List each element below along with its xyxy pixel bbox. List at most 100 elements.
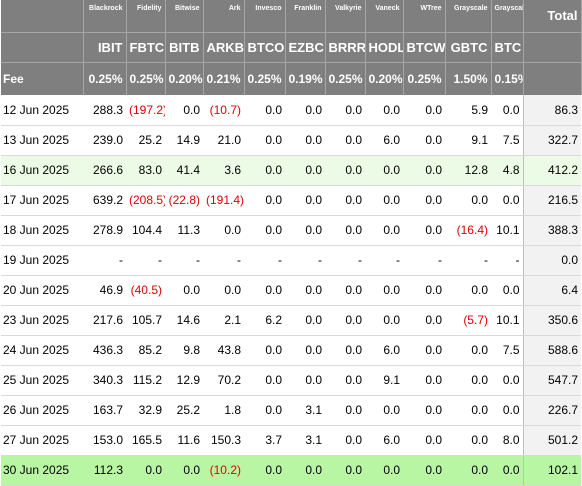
flow-cell: 0.0 [325,155,365,186]
flow-cell: (191.4) [203,185,244,216]
flow-cell: 239.0 [83,125,126,156]
flow-cell: 0.0 [365,215,403,246]
flow-cell: - [83,245,126,276]
date-cell: 16 Jun 2025 [1,155,83,186]
flow-cell: 0.0 [445,365,491,396]
total-cell: 6.4 [522,275,581,306]
ticker-header: HODL [365,31,404,62]
flow-cell: 0.0 [325,365,365,396]
issuer-header: Valkyrie [325,0,366,32]
flow-cell: 1.8 [203,395,244,426]
flow-cell: 0.0 [325,395,365,426]
flow-cell: 436.3 [83,335,126,366]
fee-cell: 0.25% [244,61,286,95]
table-row: 18 Jun 2025 278.9 104.4 11.3 0.0 0.0 0.0 0.0 0.0… [1,215,581,246]
date-cell: 18 Jun 2025 [1,215,83,246]
flow-cell: 0.0 [403,155,445,186]
fee-cell: 0.20% [165,61,204,95]
total-cell: 501.2 [522,425,581,456]
ticker-header: BTC [491,31,524,62]
table-row: 26 Jun 2025 163.7 32.9 25.2 1.8 0.0 3.1 0.0 0.0 0… [1,395,581,426]
flow-cell: 3.1 [285,395,325,426]
table-row: 19 Jun 2025- - - - - - - - - - -0.0 [1,245,581,276]
flow-cell: 340.3 [83,365,126,396]
table-row: 17 Jun 2025 639.2 (208.5) (22.8) (191.4) 0.0 0… [1,185,581,216]
flow-cell: 25.2 [165,395,203,426]
flow-cell: 0.0 [285,305,325,336]
flow-cell: 46.9 [83,275,126,306]
table-row: 12 Jun 2025 288.3 (197.2) 0.0 (10.7) 0.0 0.0 0.… [1,95,581,126]
date-cell: 30 Jun 2025 [1,455,83,486]
table-row: 27 Jun 2025 153.0 165.5 11.6 150.3 3.7 3.1 0.0 6… [1,425,581,456]
flow-cell: 8.0 [491,425,523,456]
flow-cell: 21.0 [203,125,244,156]
flow-cell: 0.0 [491,185,523,216]
issuer-header: Blackrock [83,0,127,32]
table-row: 25 Jun 2025 340.3 115.2 12.9 70.2 0.0 0.0 0.0 9.… [1,365,581,396]
flow-cell: 115.2 [126,365,165,396]
flow-cell: 153.0 [83,425,126,456]
flow-cell: 43.8 [203,335,244,366]
flow-cell: 0.0 [325,125,365,156]
issuer-header: WTree [403,0,446,32]
flow-cell: 0.0 [445,335,491,366]
flow-cell: (10.2) [203,455,244,486]
flow-cell: 0.0 [365,395,403,426]
table-row: 16 Jun 2025 266.6 83.0 41.4 3.6 0.0 0.0 0.0 0.0 0… [1,155,581,186]
flow-cell: - [126,245,165,276]
date-cell: 12 Jun 2025 [1,95,83,126]
issuer-header: Franklin [285,0,326,32]
flow-cell: 0.0 [365,155,403,186]
flow-cell: 266.6 [83,155,126,186]
flow-cell: - [244,245,285,276]
flow-cell: 0.0 [325,95,365,126]
flow-cell: 85.2 [126,335,165,366]
flow-cell: 0.0 [445,395,491,426]
flow-cell: - [403,245,445,276]
date-cell: 19 Jun 2025 [1,245,83,276]
total-cell: 102.1 [522,455,581,486]
flow-cell: 278.9 [83,215,126,246]
total-cell: 322.7 [522,125,581,156]
flow-cell: 0.0 [285,365,325,396]
flow-cell: 0.0 [244,455,285,486]
flow-cell: 163.7 [83,395,126,426]
total-header-filler [523,61,582,95]
flow-cell: 83.0 [126,155,165,186]
flow-cell: - [445,245,491,276]
flow-cell: 0.0 [165,455,203,486]
flow-cell: 6.0 [365,425,403,456]
flow-cell: (22.8) [165,185,203,216]
ticker-header: BTCW [403,31,446,62]
flow-cell: 0.0 [403,395,445,426]
flow-cell: 0.0 [203,275,244,306]
flow-cell: 0.0 [491,365,523,396]
fee-cell: 0.15% [491,61,524,95]
ticker-header: IBIT [83,31,127,62]
flow-cell: 4.8 [491,155,523,186]
fee-cell: 1.50% [445,61,492,95]
date-cell: 13 Jun 2025 [1,125,83,156]
table-header: Blackrock Fidelity Bitwise Ark Invesco Frankl… [1,0,582,95]
ticker-header: EZBC [285,31,326,62]
flow-cell: 6.2 [244,305,285,336]
total-cell: 588.6 [522,335,581,366]
flow-cell: 12.8 [445,155,491,186]
flow-cell: 0.0 [403,185,445,216]
flow-cell: 0.0 [445,275,491,306]
fee-cell: 0.20% [365,61,404,95]
flow-cell: 0.0 [285,95,325,126]
flow-cell: 7.5 [491,125,523,156]
flow-cell: 41.4 [165,155,203,186]
flow-cell: 9.8 [165,335,203,366]
flow-cell: 0.0 [403,425,445,456]
flow-cell: 217.6 [83,305,126,336]
flow-cell: 0.0 [126,455,165,486]
ticker-header: BRRR [325,31,366,62]
ticker-header: ARKB [203,31,245,62]
date-cell: 20 Jun 2025 [1,275,83,306]
fee-cell: 0.19% [285,61,326,95]
fee-cell: 0.25% [83,61,127,95]
ticker-header: BITB [165,31,204,62]
flow-cell: 0.0 [203,215,244,246]
